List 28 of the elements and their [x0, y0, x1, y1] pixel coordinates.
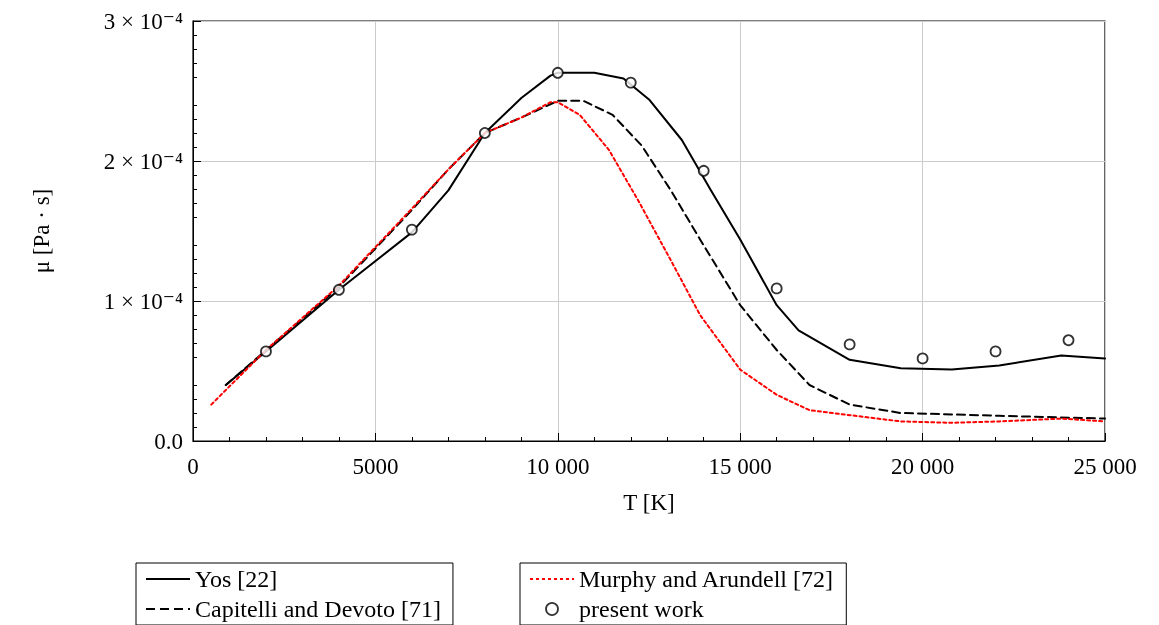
- point: [697, 164, 710, 177]
- y-tick-label: 0.0: [154, 428, 183, 454]
- x-tick-label: 10 000: [526, 454, 590, 479]
- point: [916, 352, 929, 365]
- legend-label: Capitelli and Devoto [71]: [195, 596, 441, 622]
- point: [478, 127, 491, 139]
- point: [989, 345, 1002, 358]
- y-tick-label: 3 × 10⁻⁴: [103, 8, 183, 34]
- legend-label: present work: [579, 596, 704, 622]
- y-tick-label: 2 × 10⁻⁴: [103, 148, 183, 174]
- point: [551, 66, 564, 79]
- y-tick-label: 1 × 10⁻⁴: [103, 288, 183, 314]
- x-axis-title: T [K]: [623, 490, 675, 515]
- point: [624, 76, 637, 89]
- point: [1062, 334, 1075, 347]
- point: [843, 338, 856, 351]
- point: [333, 283, 345, 296]
- x-tick-label: 0: [187, 454, 199, 479]
- point: [405, 223, 418, 236]
- x-tick-label: 5000: [352, 454, 399, 479]
- legend-label: Yos [22]: [195, 566, 278, 592]
- point: [260, 345, 272, 358]
- x-tick-label: 25 000: [1073, 454, 1137, 479]
- x-tick-label: 20 000: [890, 454, 955, 479]
- x-tick-label: 15 000: [708, 454, 772, 479]
- legend-label: Murphy and Arundell [72]: [579, 566, 833, 592]
- y-axis-title: μ [Pa · s]: [29, 188, 54, 274]
- point: [770, 282, 783, 295]
